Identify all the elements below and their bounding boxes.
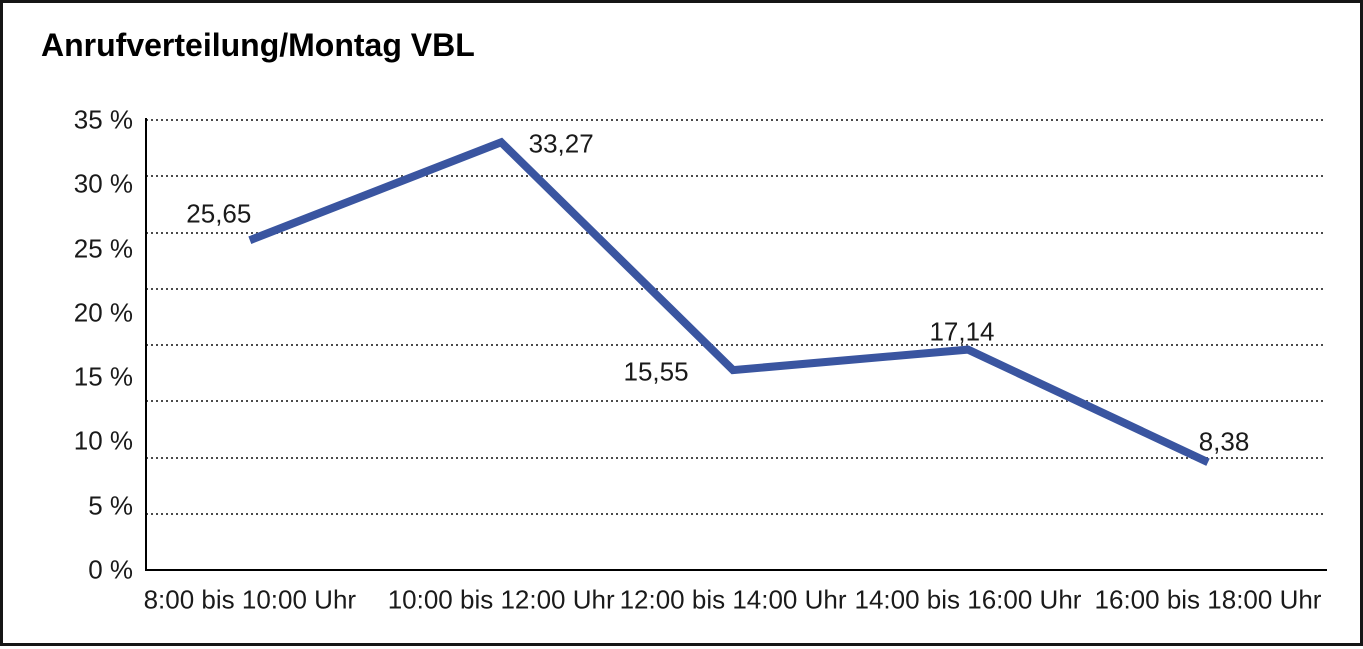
gridline (146, 175, 1326, 178)
data-point-label: 33,27 (528, 128, 594, 159)
data-point-label: 17,14 (929, 316, 995, 347)
series-line (248, 137, 1210, 466)
gridline (146, 456, 1326, 459)
y-axis-tick-label: 20 % (73, 297, 133, 328)
series-line-svg (248, 137, 1210, 466)
x-axis-category-label: 16:00 bis 18:00 Uhr (1094, 584, 1322, 615)
gridline (146, 287, 1326, 290)
gridline (146, 344, 1326, 346)
gridline (146, 512, 1326, 515)
gridline (146, 119, 1326, 121)
plot-area: 35 % 30 % 25 % 20 % 15 % 10 % 5 % 0 % 8:00 bis 1… (3, 3, 1363, 649)
y-axis-tick-label: 5 % (88, 490, 133, 521)
data-point-label: 8,38 (1198, 426, 1250, 457)
gridline (146, 231, 1326, 234)
chart-title: Anrufverteilung/Montag VBL (41, 27, 475, 63)
x-axis-category-label: 10:00 bis 12:00 Uhr (387, 584, 615, 615)
x-axis-category-label: 8:00 bis 10:00 Uhr (143, 584, 357, 615)
data-point-label: 15,55 (623, 356, 689, 387)
gridline (146, 400, 1326, 403)
y-axis-tick-label: 0 % (88, 554, 133, 585)
y-axis-tick-label: 35 % (73, 104, 133, 135)
x-axis-category-label: 14:00 bis 16:00 Uhr (854, 584, 1082, 615)
y-axis-tick-label: 15 % (73, 361, 133, 392)
x-axis-line (145, 569, 1327, 571)
y-axis-tick-label: 25 % (73, 233, 133, 264)
x-axis-category-label: 12:00 bis 14:00 Uhr (619, 584, 847, 615)
y-axis-line (145, 118, 147, 571)
y-axis-tick-label: 30 % (73, 168, 133, 199)
y-axis-tick-label: 10 % (73, 425, 133, 456)
data-point-label: 25,65 (186, 198, 252, 229)
